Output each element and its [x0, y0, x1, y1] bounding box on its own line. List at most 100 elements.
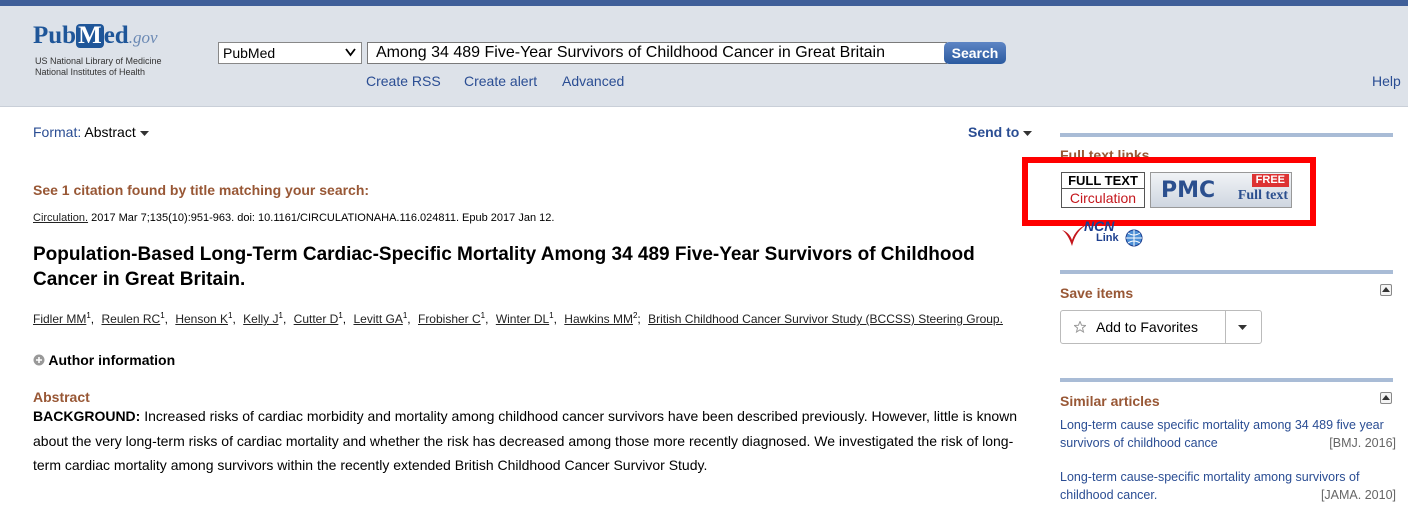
author-name[interactable]: Henson K	[175, 312, 229, 326]
author-separator: ,	[342, 312, 347, 326]
publisher-link[interactable]: FULL TEXT Circulation	[1061, 172, 1145, 208]
author-name[interactable]: Hawkins MM	[564, 312, 633, 326]
author-name[interactable]: Winter DL	[495, 312, 550, 326]
author: Hawkins MM2;	[564, 311, 640, 326]
search-input[interactable]: Among 34 489 Five-Year Survivors of Chil…	[367, 42, 947, 64]
affiliation-number: 1	[549, 311, 554, 320]
favorites-button-group: Add to Favorites	[1060, 310, 1262, 344]
affiliation-number: 1	[228, 311, 233, 320]
author-name[interactable]: Frobisher C	[417, 312, 481, 326]
query-text: Among 34 489 Five-Year Survivors of Chil…	[376, 44, 885, 61]
affiliation-number: 1	[86, 311, 91, 320]
author-separator: ,	[485, 312, 489, 326]
author-information[interactable]: Author information	[33, 352, 175, 368]
globe-icon	[1125, 229, 1143, 247]
free-badge: FREE	[1251, 174, 1289, 187]
author: Henson K1,	[175, 311, 236, 326]
author: Levitt GA1,	[353, 311, 410, 326]
journal-link[interactable]: Circulation.	[33, 212, 89, 224]
advanced-link[interactable]: Advanced	[562, 73, 625, 89]
section-rule	[1060, 270, 1393, 274]
author-separator: ,	[553, 312, 557, 326]
send-to-control[interactable]: Send to	[968, 124, 1033, 140]
similar-article[interactable]: Long-term cause specific mortality among…	[1060, 416, 1396, 452]
format-control[interactable]: Format: Abstract	[33, 124, 149, 140]
abstract-label: BACKGROUND:	[33, 408, 141, 424]
section-rule	[1060, 378, 1393, 382]
ncn-label: NCN	[1084, 218, 1115, 234]
citation-details: 2017 Mar 7;135(10):951-963. doi: 10.1161…	[91, 212, 555, 224]
author-separator: ,	[164, 312, 168, 326]
author-name[interactable]: Kelly J	[243, 312, 279, 326]
author-separator: ,	[232, 312, 236, 326]
dropdown-arrow[interactable]	[1238, 325, 1247, 330]
dropdown-arrow	[139, 131, 149, 136]
pmc-label: Full text	[1237, 188, 1288, 203]
author: Frobisher C1,	[417, 311, 489, 326]
publisher-name: Circulation	[1069, 190, 1137, 206]
affiliation-number: 2	[632, 311, 638, 320]
collapse-toggle[interactable]	[1380, 392, 1392, 404]
similar-source: [JAMA. 2010]	[1320, 488, 1396, 502]
similar-article[interactable]: Long-term cause-specific mortality among…	[1060, 468, 1396, 504]
section-rule	[1060, 133, 1393, 137]
create-alert-link[interactable]: Create alert	[464, 73, 538, 89]
dropdown-arrow	[1023, 131, 1033, 136]
similar-heading: Similar articles	[1060, 393, 1160, 409]
send-to-label: Send to	[968, 124, 1020, 140]
citation: Circulation. 2017 Mar 7;135(10):951-963.…	[33, 212, 554, 224]
select-value: PubMed	[223, 45, 276, 61]
author: Reulen RC1,	[101, 311, 168, 326]
author-information-label: Author information	[48, 352, 176, 368]
top-bar	[0, 0, 1408, 6]
author-name[interactable]: Fidler MM	[33, 312, 87, 326]
search-button[interactable]: Search	[944, 42, 1006, 64]
logo-part: .gov	[128, 28, 158, 47]
notice: See 1 citation found by title matching y…	[33, 182, 370, 198]
article-title: Population-Based Long-Term Cardiac-Speci…	[33, 244, 975, 290]
expand-icon	[33, 354, 45, 366]
ncn-link-label: Link	[1096, 232, 1119, 244]
author-name[interactable]: Reulen RC	[101, 312, 161, 326]
abstract-heading: Abstract	[33, 389, 90, 405]
dropdown-arrow	[345, 48, 356, 57]
affiliation-number: 1	[338, 311, 343, 320]
logo-part: M	[76, 22, 104, 49]
create-rss-link[interactable]: Create RSS	[366, 73, 441, 89]
collapse-arrow	[1382, 395, 1390, 400]
org-line: National Institutes of Health	[35, 67, 146, 77]
abstract-body: Increased risks of cardiac morbidity and…	[33, 408, 1018, 473]
logo-part: ed	[103, 22, 129, 49]
help-link[interactable]: Help	[1372, 73, 1401, 89]
highlight-box	[1022, 157, 1316, 226]
star-icon	[1074, 321, 1086, 333]
logo[interactable]: PubMed.gov	[33, 22, 158, 50]
abstract-text: BACKGROUND: Increased risks of cardiac m…	[33, 404, 1023, 478]
format-value: Abstract	[84, 124, 136, 140]
author-separator: ,	[282, 312, 287, 326]
add-favorites-button[interactable]: Add to Favorites	[1061, 311, 1226, 343]
author-name[interactable]: Cutter D	[293, 312, 339, 326]
similar-source: [BMJ. 2016]	[1329, 436, 1396, 450]
collapse-arrow	[1382, 287, 1390, 292]
pmc-link[interactable]: PMC FREE Full text	[1150, 172, 1292, 208]
author-name[interactable]: Levitt GA	[353, 312, 403, 326]
author-separator: ,	[90, 312, 95, 326]
add-favorites-label: Add to Favorites	[1096, 319, 1198, 335]
collapse-toggle[interactable]	[1380, 284, 1392, 296]
ncn-swoosh	[1062, 224, 1088, 246]
author: Kelly J1,	[243, 311, 287, 326]
save-items-heading: Save items	[1060, 285, 1134, 301]
ncn-link[interactable]: NCN Link	[1060, 218, 1170, 252]
similar-title: Long-term cause specific mortality among…	[1060, 418, 1384, 450]
author: Cutter D1,	[293, 311, 347, 326]
author: Fidler MM1,	[33, 311, 95, 326]
affiliation-number: 1	[402, 311, 408, 320]
affiliation-number: 1	[278, 311, 283, 320]
affiliation-number: 1	[160, 311, 165, 320]
database-select[interactable]: PubMed	[218, 42, 362, 64]
author-group[interactable]: British Childhood Cancer Survivor Study …	[648, 312, 1003, 326]
author: Winter DL1,	[495, 311, 557, 326]
